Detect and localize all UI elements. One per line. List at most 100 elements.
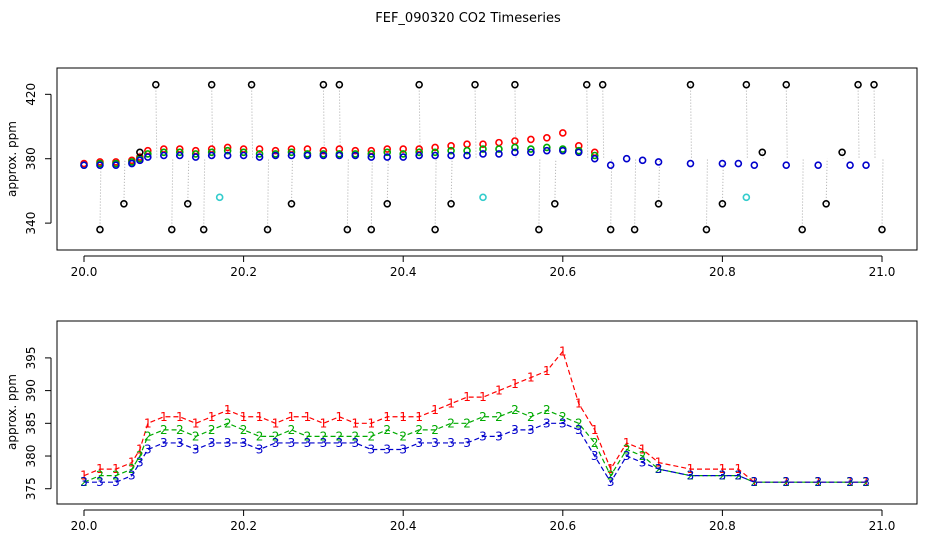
outlier-guide-line [322, 84, 325, 159]
series-3-point-label: 3 [272, 436, 280, 450]
series-1-point-label: 1 [782, 475, 790, 489]
series-2-point-label: 2 [112, 469, 120, 483]
series-1-point-label: 1 [144, 416, 152, 430]
series-1-point-label: 1 [527, 371, 535, 385]
series-1-point-label: 1 [431, 403, 439, 417]
point-outliers [207, 80, 216, 89]
point-sensor-3 [191, 153, 200, 161]
top-y-axis-label: approx. ppm [5, 121, 19, 197]
point-outliers [287, 200, 296, 208]
outlier-guide-line [586, 84, 589, 159]
series-3-point-label: 3 [320, 436, 328, 450]
outlier-guide-line [123, 158, 126, 204]
point-sensor-1 [479, 140, 487, 149]
point-sensor-2 [543, 143, 551, 152]
point-outliers [183, 200, 192, 208]
series-3-point-label: 3 [431, 436, 439, 450]
series-2-point-label: 2 [814, 475, 822, 489]
series-2-point-label: 2 [527, 410, 535, 424]
top-data-marks [80, 80, 886, 234]
point-sensor-2 [287, 148, 296, 157]
point-sensor-3 [479, 150, 487, 158]
series-3-point-label: 3 [846, 475, 854, 489]
point-sensor-3 [96, 161, 104, 169]
series-3-point-label: 3 [511, 423, 519, 437]
series-1-point-label: 1 [208, 410, 216, 424]
series-3-point-label: 3 [112, 475, 120, 489]
outlier-guide-line [434, 158, 437, 230]
series-1-point-label: 1 [399, 410, 407, 424]
point-sensor-3 [814, 161, 822, 169]
point-sensor-3 [750, 161, 759, 169]
series-3-point-label: 3 [192, 442, 200, 456]
series-3-point-label: 3 [136, 456, 144, 470]
point-outliers [343, 225, 352, 234]
point-sensor-1 [399, 145, 408, 153]
top-axes: 20.0 20.2 20.4 20.6 20.8 21.0 340 380 420 [24, 83, 895, 279]
series-2-point-label: 2 [846, 475, 854, 489]
series-1-point-label: 1 [136, 442, 144, 456]
series-3-point-label: 3 [750, 475, 758, 489]
point-sensor-3 [207, 151, 216, 160]
series-2-point-label: 2 [607, 469, 615, 483]
series-3-point-label: 3 [527, 423, 535, 437]
outlier-guide-line [346, 158, 349, 230]
series-2-point-label: 2 [559, 410, 567, 424]
series-3-point-label: 3 [814, 475, 822, 489]
point-sensor-1 [447, 142, 455, 150]
top-y-tick-label: 340 [24, 212, 38, 235]
point-sensor-3 [622, 154, 631, 163]
point-sensor-2 [160, 148, 168, 157]
point-outliers [838, 148, 846, 157]
series-1-point-label: 1 [862, 475, 870, 489]
point-sensor-3 [383, 153, 392, 161]
series-1-point-label: 1 [846, 475, 854, 489]
point-sensor-3 [303, 151, 312, 160]
series-3-point-label: 3 [591, 449, 599, 463]
figure-title: FEF_090320 CO2 Timeseries [375, 11, 561, 26]
series-1-point-label: 1 [543, 364, 551, 378]
series-2-point-label: 2 [176, 423, 184, 437]
series-2-point-label: 2 [240, 423, 248, 437]
point-sensor-3 [223, 151, 232, 160]
series-1-point-label: 1 [192, 416, 200, 430]
top-x-tick-label: 21.0 [869, 265, 896, 279]
point-outliers [606, 225, 615, 234]
outlier-guide-line [251, 84, 254, 159]
bottom-plot-frame [56, 320, 918, 505]
series-2-point-label: 2 [719, 469, 727, 483]
bottom-y-tick-label: 375 [24, 477, 38, 500]
point-sensor-3 [527, 148, 535, 157]
outlier-guide-line [171, 158, 174, 230]
series-3-point-label: 3 [575, 423, 583, 437]
point-outliers [551, 200, 559, 208]
series-2-point-label: 2 [399, 429, 407, 443]
series-3-point-label: 3 [144, 442, 152, 456]
series-3-point-label: 3 [336, 436, 344, 450]
point-outliers [247, 80, 256, 89]
top-plot-frame [56, 67, 918, 251]
outlier-guide-line [450, 158, 453, 204]
point-sensor-3 [335, 151, 344, 160]
series-3-point-label: 3 [719, 469, 727, 483]
series-1-point-label: 1 [607, 462, 615, 476]
point-outliers [718, 200, 727, 208]
series-1-point-label: 1 [304, 410, 312, 424]
point-outliers [758, 148, 767, 157]
outlier-guide-line [873, 84, 876, 159]
point-outliers [822, 200, 830, 208]
outlier-guide-line [386, 158, 389, 204]
series-3-point-label: 3 [543, 416, 551, 430]
series-3-point-label: 3 [607, 475, 615, 489]
point-sensor-1 [511, 137, 519, 145]
series-2-point-label: 2 [144, 429, 152, 443]
series-1-point-label: 1 [272, 416, 280, 430]
outlier-guide-line [338, 84, 341, 159]
point-outliers [383, 200, 392, 208]
series-2-point-label: 2 [256, 429, 264, 443]
series-3-point-label: 3 [208, 436, 216, 450]
point-sensor-3 [718, 159, 727, 168]
series-1-point-label: 1 [495, 384, 503, 398]
outlier-guide-line [745, 84, 748, 159]
series-1-point-label: 1 [112, 462, 120, 476]
